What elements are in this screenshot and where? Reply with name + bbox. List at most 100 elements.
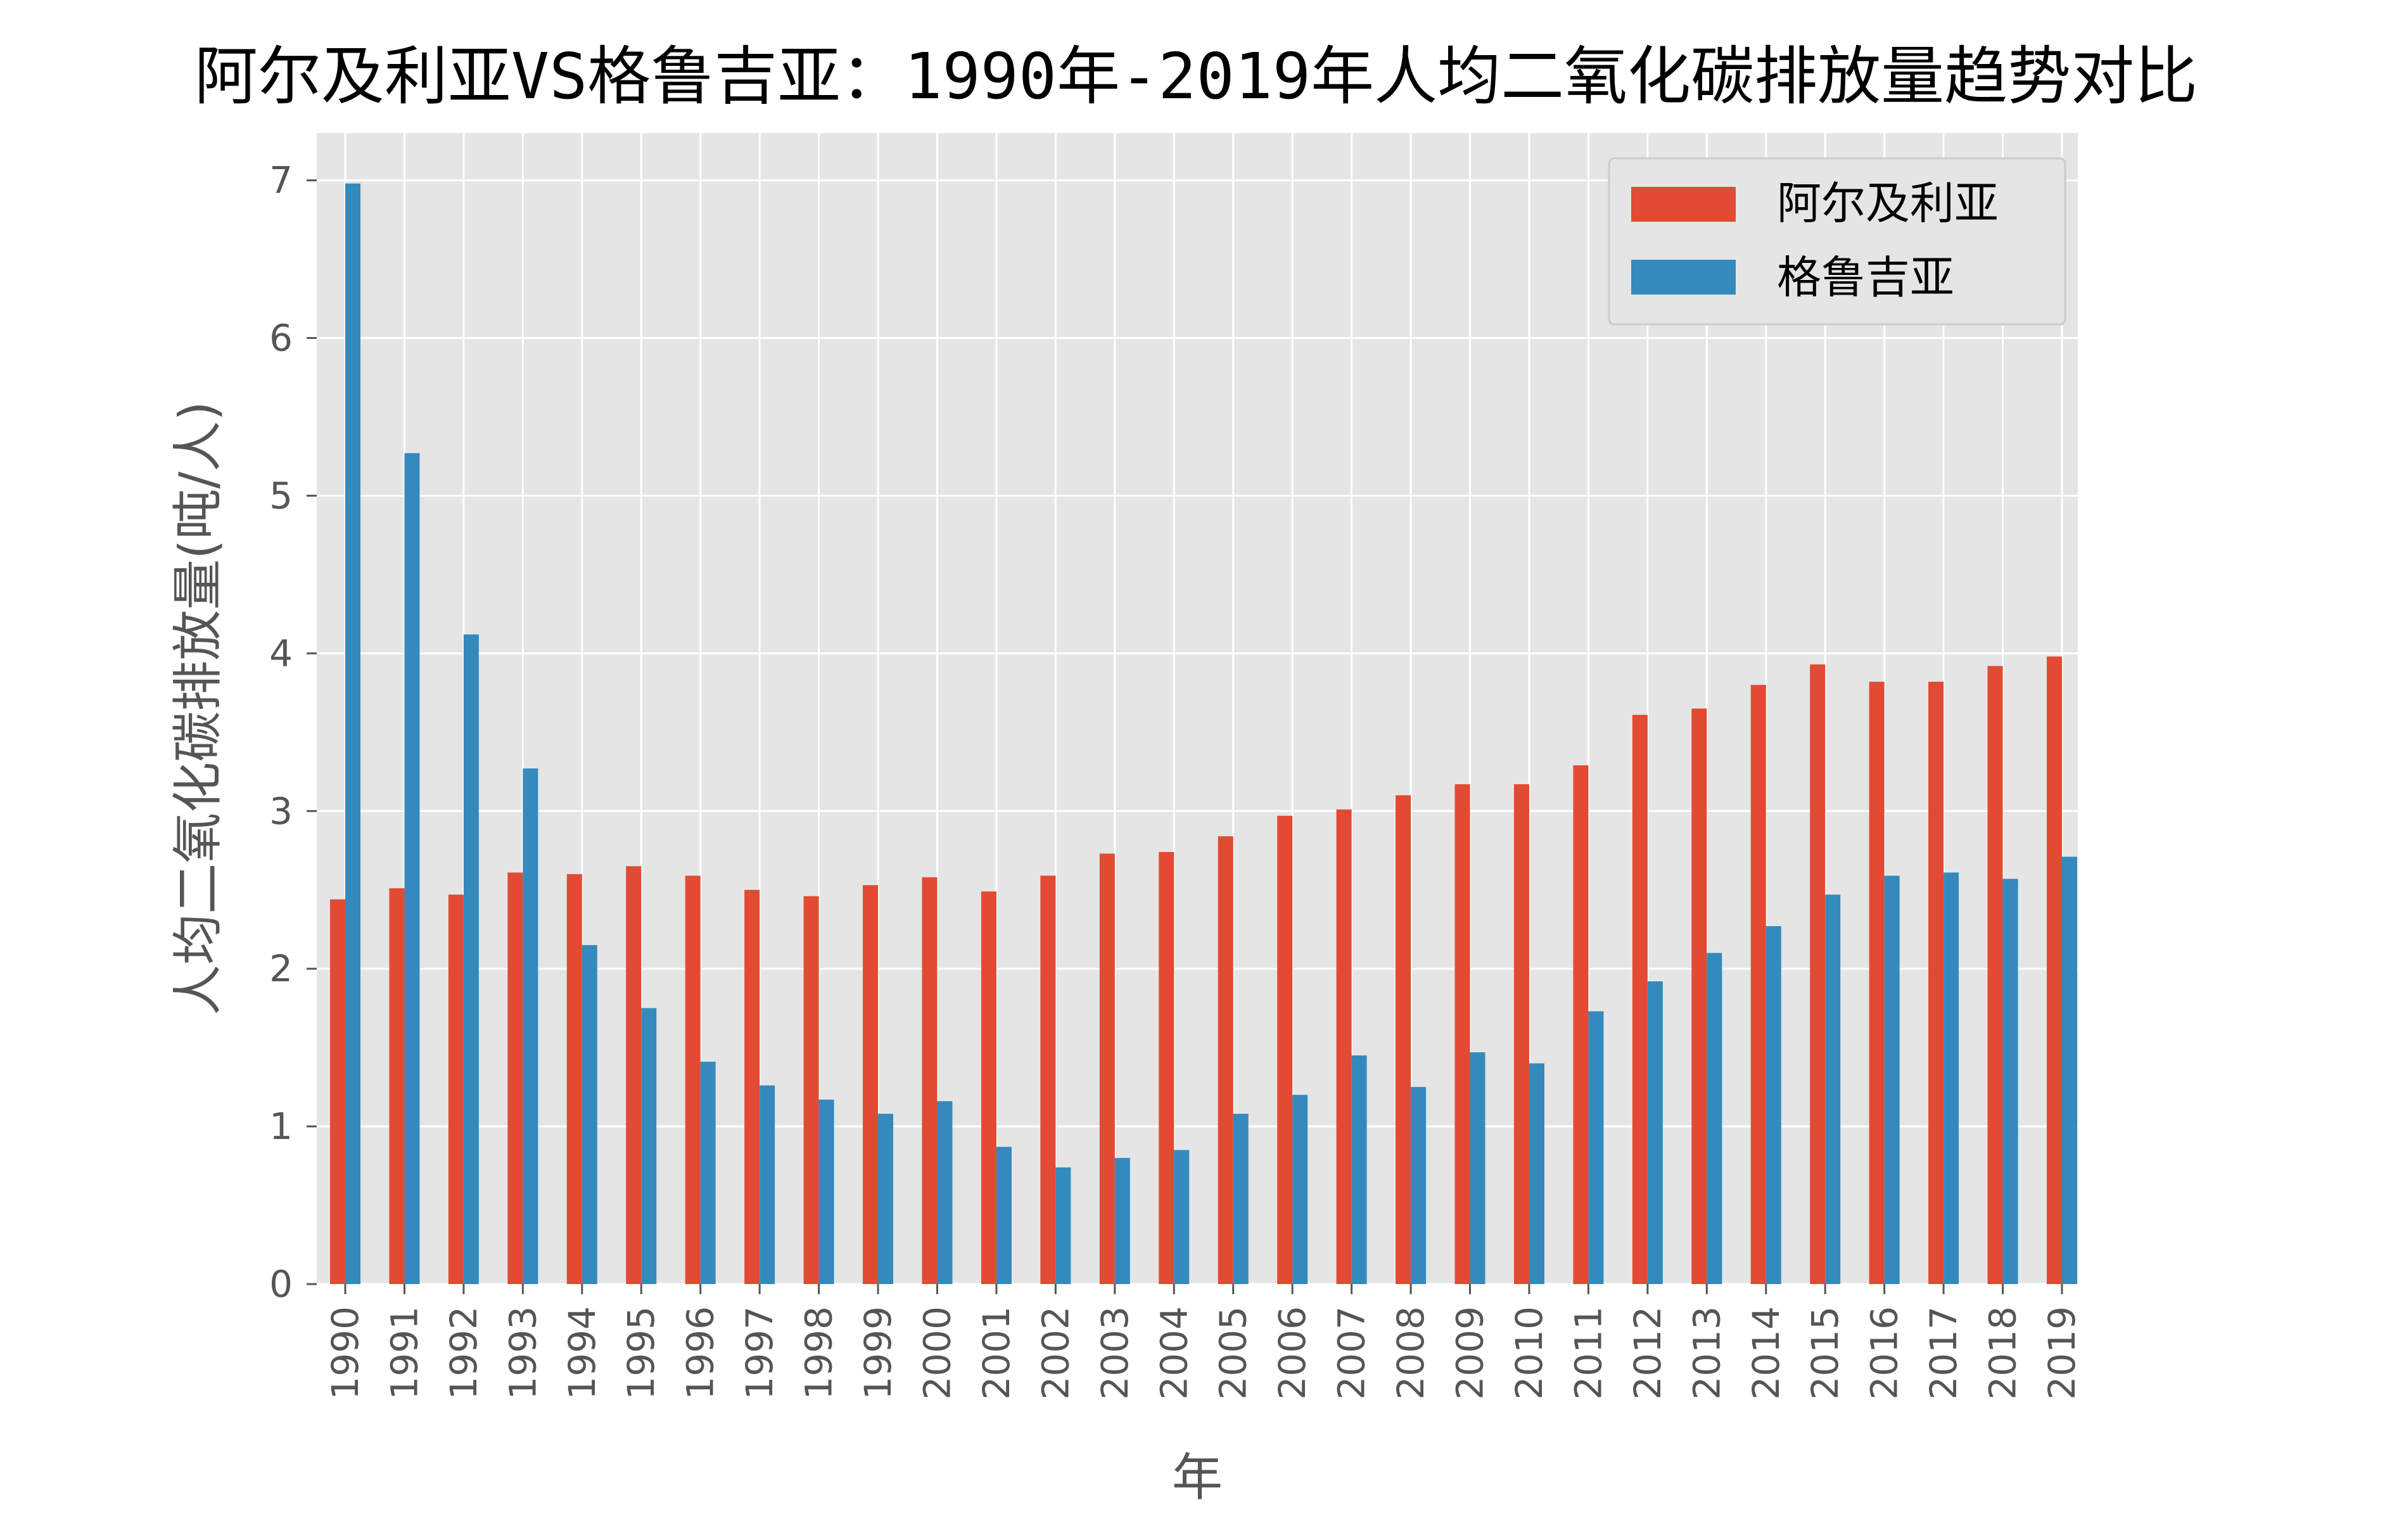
x-tick-label: 1993 [501, 1306, 544, 1400]
x-tick-label: 2019 [2040, 1306, 2083, 1400]
x-tick-label: 2000 [915, 1306, 958, 1400]
bar-georgia [523, 768, 538, 1284]
bar-georgia [345, 183, 360, 1285]
y-tick-label: 4 [269, 632, 293, 675]
y-tick-label: 3 [269, 789, 293, 832]
bar-algeria [1454, 784, 1470, 1284]
x-tick-label: 2016 [1863, 1306, 1906, 1400]
bar-algeria [1928, 682, 1944, 1284]
bar-algeria [1869, 682, 1885, 1284]
bar-georgia [1944, 872, 1959, 1284]
x-tick-label: 1990 [324, 1306, 367, 1400]
bar-georgia [1588, 1011, 1604, 1284]
x-tick-label: 2004 [1152, 1306, 1195, 1400]
bar-georgia [996, 1147, 1012, 1284]
bar-georgia [1884, 875, 1900, 1284]
x-tick-label: 1994 [561, 1306, 604, 1400]
bar-algeria [863, 885, 879, 1284]
y-tick-label: 1 [269, 1105, 293, 1148]
x-tick-label: 2017 [1922, 1306, 1965, 1400]
legend-swatch-georgia [1631, 260, 1736, 295]
x-tick-label: 2013 [1685, 1306, 1728, 1400]
bar-georgia [1470, 1052, 1485, 1284]
bar-algeria [1099, 853, 1115, 1284]
y-axis: 0 1 2 3 4 5 6 7 [269, 159, 317, 1306]
bar-georgia [641, 1008, 657, 1284]
bar-georgia [1292, 1095, 1308, 1284]
bar-algeria [1277, 815, 1293, 1284]
x-tick-label: 1995 [620, 1306, 663, 1400]
x-tick-label: 2001 [975, 1306, 1018, 1400]
bar-algeria [1987, 666, 2003, 1284]
y-tick-label: 5 [269, 474, 293, 517]
bar-georgia [760, 1085, 775, 1284]
bar-algeria [1691, 708, 1707, 1284]
y-tick-label: 0 [269, 1263, 293, 1306]
x-tick-label: 1992 [442, 1306, 485, 1400]
legend-label-georgia: 格鲁吉亚 [1777, 251, 1954, 303]
x-tick-label: 2008 [1389, 1306, 1432, 1400]
x-axis-label: 年 [1172, 1448, 1223, 1507]
bar-algeria [1632, 715, 1648, 1284]
bar-georgia [1233, 1114, 1249, 1284]
bar-algeria [1810, 664, 1826, 1284]
bar-georgia [2062, 856, 2077, 1284]
bar-algeria [744, 889, 760, 1284]
bar-georgia [463, 634, 479, 1284]
bar-algeria [1573, 765, 1589, 1284]
bar-algeria [389, 888, 405, 1284]
bar-algeria [1040, 875, 1056, 1284]
bar-algeria [1396, 795, 1411, 1284]
bar-algeria [981, 891, 996, 1284]
bar-georgia [1707, 953, 1722, 1284]
bar-georgia [1411, 1086, 1427, 1284]
legend-swatch-algeria [1631, 187, 1736, 222]
y-tick-label: 7 [269, 159, 293, 202]
x-tick-label: 1999 [856, 1306, 900, 1400]
bar-algeria [2047, 656, 2062, 1284]
bar-georgia [404, 453, 420, 1284]
legend: 阿尔及利亚 格鲁吉亚 [1608, 157, 2066, 326]
y-axis-label: 人均二氧化碳排放量(吨/人) [169, 401, 227, 1015]
y-tick-label: 2 [269, 947, 293, 990]
bar-algeria [1750, 685, 1766, 1284]
bar-algeria [1336, 809, 1352, 1284]
x-tick-label: 1996 [679, 1306, 722, 1400]
bar-algeria [626, 866, 642, 1284]
x-tick-label: 2003 [1093, 1306, 1136, 1400]
bar-algeria [1513, 784, 1529, 1284]
bar-algeria [803, 896, 819, 1284]
bar-algeria [922, 877, 938, 1284]
bar-algeria [1218, 836, 1233, 1284]
bar-algeria [448, 894, 464, 1284]
bar-algeria [1159, 852, 1174, 1284]
bars [330, 183, 2077, 1285]
x-tick-label: 2015 [1804, 1306, 1847, 1400]
bar-georgia [1647, 981, 1663, 1284]
x-tick-label: 1998 [798, 1306, 841, 1400]
bar-georgia [878, 1114, 894, 1284]
bar-algeria [566, 874, 582, 1284]
x-tick-label: 1997 [738, 1306, 781, 1400]
x-tick-label: 2014 [1745, 1306, 1788, 1400]
x-tick-label: 1991 [383, 1306, 426, 1400]
x-tick-label: 2002 [1034, 1306, 1077, 1400]
x-tick-label: 2005 [1212, 1306, 1255, 1400]
bar-georgia [2002, 879, 2018, 1284]
x-tick-label: 2018 [1982, 1306, 2025, 1400]
bar-algeria [330, 899, 345, 1284]
chart-title: 阿尔及利亚VS格鲁吉亚：1990年-2019年人均二氧化碳排放量趋势对比 [194, 39, 2198, 113]
bar-georgia [818, 1099, 834, 1284]
x-tick-label: 2011 [1567, 1306, 1610, 1400]
x-tick-label: 2010 [1508, 1306, 1551, 1400]
bar-georgia [1529, 1063, 1544, 1284]
x-tick-label: 2009 [1449, 1306, 1492, 1400]
bar-georgia [1765, 926, 1781, 1284]
x-axis: 1990 1991 1992 1993 1994 1995 1996 1997 1998 1999… [324, 1284, 2083, 1400]
bar-georgia [1055, 1167, 1071, 1284]
bar-georgia [1825, 894, 1841, 1284]
x-tick-label: 2012 [1626, 1306, 1669, 1400]
y-tick-label: 6 [269, 317, 293, 360]
